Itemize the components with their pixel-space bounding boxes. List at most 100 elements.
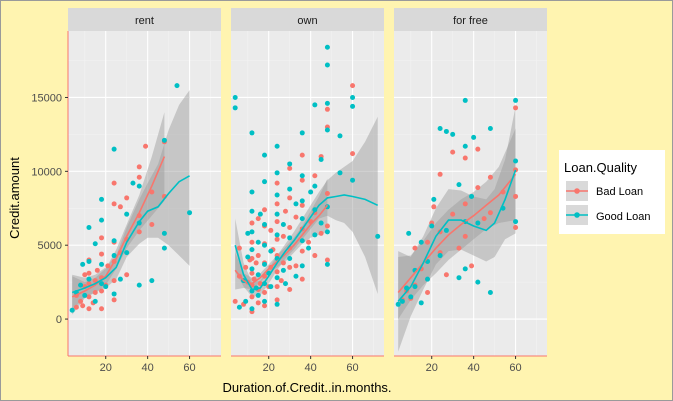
point-bad-loan (274, 219, 280, 225)
point-bad-loan (86, 294, 92, 300)
point-bad-loan (149, 222, 155, 228)
point-good-loan (262, 152, 268, 158)
point-good-loan (111, 253, 117, 259)
point-good-loan (124, 211, 130, 217)
point-good-loan (324, 261, 330, 267)
point-good-loan (487, 126, 493, 131)
point-bad-loan (80, 303, 86, 309)
point-bad-loan (437, 171, 443, 177)
point-bad-loan (450, 211, 456, 217)
smooth-line-good-loan (397, 169, 517, 302)
x-tick-labels: 20 40 60 20 40 60 20 40 60 (100, 356, 522, 374)
point-good-loan (86, 224, 92, 230)
point-good-loan (324, 229, 330, 235)
point-bad-loan (306, 239, 312, 245)
point-bad-loan (274, 201, 280, 207)
point-bad-loan (318, 230, 324, 236)
point-good-loan (287, 186, 293, 192)
point-good-loan (249, 266, 255, 272)
point-bad-loan (124, 272, 130, 278)
point-bad-loan (287, 264, 293, 270)
point-good-loan (92, 241, 98, 247)
point-good-loan (350, 103, 356, 109)
y-tick-label: 5000 (38, 240, 62, 252)
point-good-loan (274, 192, 280, 198)
point-bad-loan (280, 260, 286, 266)
point-good-loan (103, 284, 109, 290)
point-good-loan (299, 216, 305, 222)
point-bad-loan (236, 245, 242, 251)
point-bad-loan (86, 270, 92, 276)
point-bad-loan (111, 201, 117, 207)
panels-layer: rent own for free (67, 8, 547, 357)
point-good-loan (149, 278, 155, 284)
point-good-loan (161, 137, 167, 143)
point-bad-loan (82, 272, 88, 278)
point-good-loan (287, 235, 293, 241)
point-bad-loan (249, 239, 255, 245)
point-good-loan (443, 128, 449, 134)
point-good-loan (293, 201, 299, 207)
facet-label-rent: rent (135, 15, 154, 27)
facet-label-own: own (297, 15, 317, 27)
point-good-loan (431, 196, 437, 202)
point-good-loan (86, 276, 92, 282)
point-good-loan (456, 275, 462, 281)
point-bad-loan (136, 164, 142, 170)
point-bad-loan (324, 191, 330, 196)
point-bad-loan (249, 294, 255, 300)
point-good-loan (318, 157, 324, 163)
facet-strip-rent (68, 8, 221, 31)
point-good-loan (399, 298, 405, 304)
point-bad-loan (94, 267, 100, 273)
point-good-loan (280, 267, 286, 273)
point-bad-loan (450, 149, 456, 155)
point-good-loan (513, 219, 519, 225)
point-good-loan (99, 261, 105, 267)
point-good-loan (232, 105, 238, 111)
point-bad-loan (243, 264, 249, 270)
y-tick-label: 0 (56, 314, 62, 326)
point-good-loan (245, 230, 251, 236)
point-good-loan (262, 222, 268, 228)
point-good-loan (299, 130, 305, 136)
point-good-loan (412, 284, 418, 290)
point-bad-loan (443, 272, 449, 278)
point-bad-loan (73, 304, 79, 310)
point-good-loan (249, 247, 255, 253)
point-good-loan (86, 258, 92, 264)
point-good-loan (274, 232, 280, 238)
point-good-loan (255, 292, 261, 298)
point-good-loan (287, 256, 293, 261)
point-bad-loan (262, 289, 268, 295)
confidence-band-good-loan (235, 116, 378, 297)
point-bad-loan (111, 180, 117, 186)
point-good-loan (350, 177, 356, 183)
point-bad-loan (487, 210, 493, 216)
point-bad-loan (350, 83, 356, 89)
point-good-loan (299, 263, 305, 269)
point-bad-loan (293, 214, 299, 220)
point-good-loan (475, 279, 481, 285)
point-good-loan (257, 211, 263, 217)
point-good-loan (274, 211, 280, 217)
point-bad-loan (513, 224, 519, 230)
point-good-loan (293, 273, 299, 279)
point-good-loan (249, 130, 255, 136)
legend-label-bad-loan: Bad Loan (596, 186, 643, 198)
point-bad-loan (99, 306, 105, 312)
point-good-loan (99, 196, 105, 202)
point-good-loan (249, 208, 255, 214)
point-bad-loan (312, 173, 318, 179)
point-good-loan (299, 238, 305, 244)
point-good-loan (69, 307, 75, 313)
point-bad-loan (92, 289, 98, 295)
point-bad-loan (249, 256, 255, 261)
point-good-loan (262, 261, 268, 267)
point-bad-loan (149, 189, 155, 195)
point-good-loan (249, 306, 255, 312)
point-good-loan (262, 179, 268, 185)
x-tick-label: 40 (142, 362, 154, 374)
point-bad-loan (278, 278, 284, 284)
